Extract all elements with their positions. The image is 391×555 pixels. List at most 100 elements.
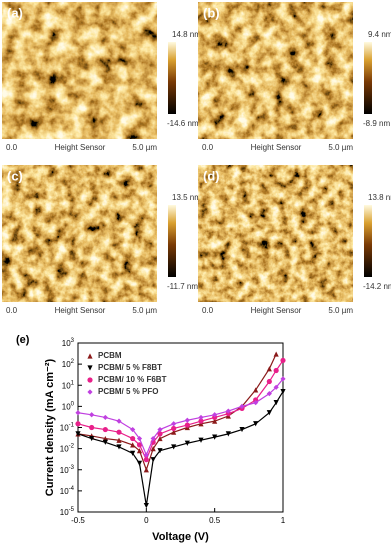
data-point	[212, 418, 218, 424]
y-axis-title: Current density (mA cm⁻²)	[44, 358, 56, 496]
scale-end: 5.0 µm	[132, 143, 157, 152]
data-point	[212, 434, 218, 440]
legend-label: PCBM/ 5 % PFO	[98, 387, 158, 396]
x-tick-label: 1	[281, 516, 286, 525]
color-bar-max: 9.4 nm	[368, 30, 391, 39]
data-point	[253, 400, 259, 406]
scale-start: 0.0	[6, 306, 18, 315]
y-tick-label: 10-1	[60, 422, 75, 433]
y-tick-label: 102	[62, 359, 75, 370]
y-tick-base: 10	[60, 487, 69, 496]
data-point	[130, 426, 136, 433]
data-point	[116, 418, 122, 424]
y-tick-base: 10	[60, 445, 69, 454]
panel-label: (d)	[203, 168, 220, 183]
panel-label: (c)	[7, 168, 23, 183]
scale-sensor: Height Sensor	[251, 143, 302, 152]
data-point	[198, 418, 204, 424]
legend-marker	[87, 389, 93, 395]
data-point	[198, 437, 204, 443]
data-point	[266, 391, 272, 397]
afm-image	[198, 2, 353, 139]
data-point	[150, 446, 156, 452]
y-tick-exponent: -4	[69, 485, 75, 491]
data-point	[225, 431, 231, 437]
data-point	[157, 426, 163, 433]
data-point	[75, 410, 81, 416]
scale-start: 0.0	[202, 306, 214, 315]
scale-sensor: Height Sensor	[55, 143, 106, 152]
data-point	[273, 384, 279, 390]
data-point	[280, 376, 286, 382]
y-tick-label: 100	[62, 401, 75, 412]
data-point	[239, 426, 245, 433]
color-bar	[168, 42, 176, 114]
data-point	[89, 412, 95, 418]
data-point	[116, 429, 122, 435]
y-tick-exponent: 0	[71, 401, 75, 407]
data-point	[171, 444, 177, 450]
color-bar	[168, 205, 176, 277]
panel-label: (a)	[7, 5, 23, 20]
data-point	[239, 403, 245, 409]
afm-image	[198, 165, 353, 302]
data-point	[143, 467, 149, 473]
color-bar-min: -14.2 nm	[363, 282, 391, 291]
data-point	[130, 450, 136, 456]
data-point	[198, 421, 204, 427]
x-tick-label: 0	[144, 516, 149, 525]
afm-image	[2, 2, 157, 139]
data-point	[150, 457, 156, 463]
afm-image	[2, 165, 157, 302]
data-point	[143, 503, 149, 509]
data-point	[136, 435, 143, 442]
series-line	[77, 391, 284, 506]
color-bar	[364, 205, 372, 277]
data-point	[273, 400, 279, 406]
y-tick-base: 10	[62, 360, 71, 369]
data-point	[136, 460, 143, 466]
data-point	[136, 448, 143, 454]
y-tick-exponent: 3	[71, 338, 75, 344]
scale-sensor: Height Sensor	[251, 306, 302, 315]
scale-end: 5.0 µm	[328, 306, 353, 315]
y-tick-base: 10	[62, 381, 71, 390]
legend-marker	[87, 353, 93, 359]
legend-marker	[87, 365, 93, 371]
y-tick-exponent: 1	[71, 380, 75, 386]
data-point	[225, 408, 231, 414]
y-tick-exponent: -1	[69, 422, 75, 428]
y-tick-label: 103	[62, 338, 75, 349]
y-tick-label: 10-4	[60, 485, 75, 496]
x-tick-label: 0.5	[209, 516, 221, 525]
data-point	[75, 431, 81, 437]
data-point	[212, 414, 218, 421]
data-point	[157, 431, 163, 437]
data-point	[130, 435, 136, 442]
y-tick-base: 10	[62, 402, 71, 411]
data-point	[253, 421, 259, 427]
legend-label: PCBM	[98, 351, 122, 360]
data-point	[102, 426, 108, 433]
data-point	[273, 367, 279, 374]
data-point	[102, 439, 108, 445]
data-point	[136, 442, 143, 448]
y-tick-base: 10	[60, 424, 69, 433]
data-point	[89, 435, 95, 442]
data-point	[171, 429, 177, 435]
color-bar-max: 14.8 nm	[172, 30, 201, 39]
data-point	[184, 440, 190, 446]
data-point	[280, 357, 286, 364]
y-tick-base: 10	[62, 339, 71, 348]
data-point	[266, 378, 272, 385]
panel-label: (e)	[16, 334, 30, 346]
data-point	[116, 444, 122, 450]
data-point	[225, 411, 231, 417]
data-point	[157, 448, 163, 454]
y-tick-exponent: -5	[69, 507, 75, 513]
scale-start: 0.0	[6, 143, 18, 152]
y-tick-base: 10	[60, 508, 69, 517]
color-bar-max: 13.5 nm	[172, 193, 201, 202]
x-tick-label: -0.5	[71, 516, 85, 525]
